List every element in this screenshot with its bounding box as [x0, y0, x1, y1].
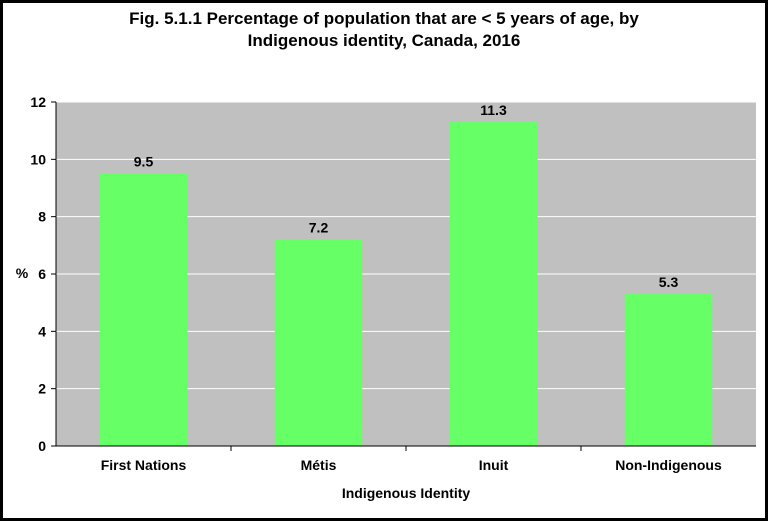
- bar-inuit: [449, 122, 538, 447]
- x-tick-label: Inuit: [479, 457, 509, 473]
- bar-first-nations: [99, 173, 188, 446]
- x-ticks: First Nations Métis Inuit Non-Indigenous: [101, 446, 722, 473]
- x-tick-label: First Nations: [101, 457, 187, 473]
- bar-value-label: 11.3: [480, 102, 507, 118]
- y-ticks: 0 2 4 6 8 10 12: [30, 94, 56, 454]
- y-tick-label: 8: [38, 209, 46, 225]
- x-tick-label: Non-Indigenous: [615, 457, 722, 473]
- chart-title: Fig. 5.1.1 Percentage of population that…: [0, 8, 768, 52]
- y-tick-label: 2: [38, 381, 46, 397]
- bar-labels: 9.5 7.2 11.3 5.3: [134, 102, 679, 290]
- bar-value-label: 5.3: [659, 274, 679, 290]
- x-axis-label: Indigenous Identity: [342, 485, 471, 501]
- x-tick-label: Métis: [301, 457, 337, 473]
- y-axis-label: %: [16, 265, 29, 281]
- chart-title-line-2: Indigenous identity, Canada, 2016: [247, 31, 521, 50]
- chart-title-line-1: Fig. 5.1.1 Percentage of population that…: [129, 9, 639, 28]
- bar-non-indigenous: [624, 294, 713, 446]
- bars: [99, 122, 713, 447]
- y-tick-label: 0: [38, 438, 46, 454]
- y-tick-label: 10: [30, 151, 46, 167]
- y-tick-label: 6: [38, 266, 46, 282]
- bar-m-tis: [274, 239, 363, 446]
- bar-value-label: 7.2: [309, 220, 329, 236]
- y-tick-label: 12: [30, 94, 46, 110]
- y-tick-label: 4: [38, 323, 46, 339]
- bar-value-label: 9.5: [134, 154, 154, 170]
